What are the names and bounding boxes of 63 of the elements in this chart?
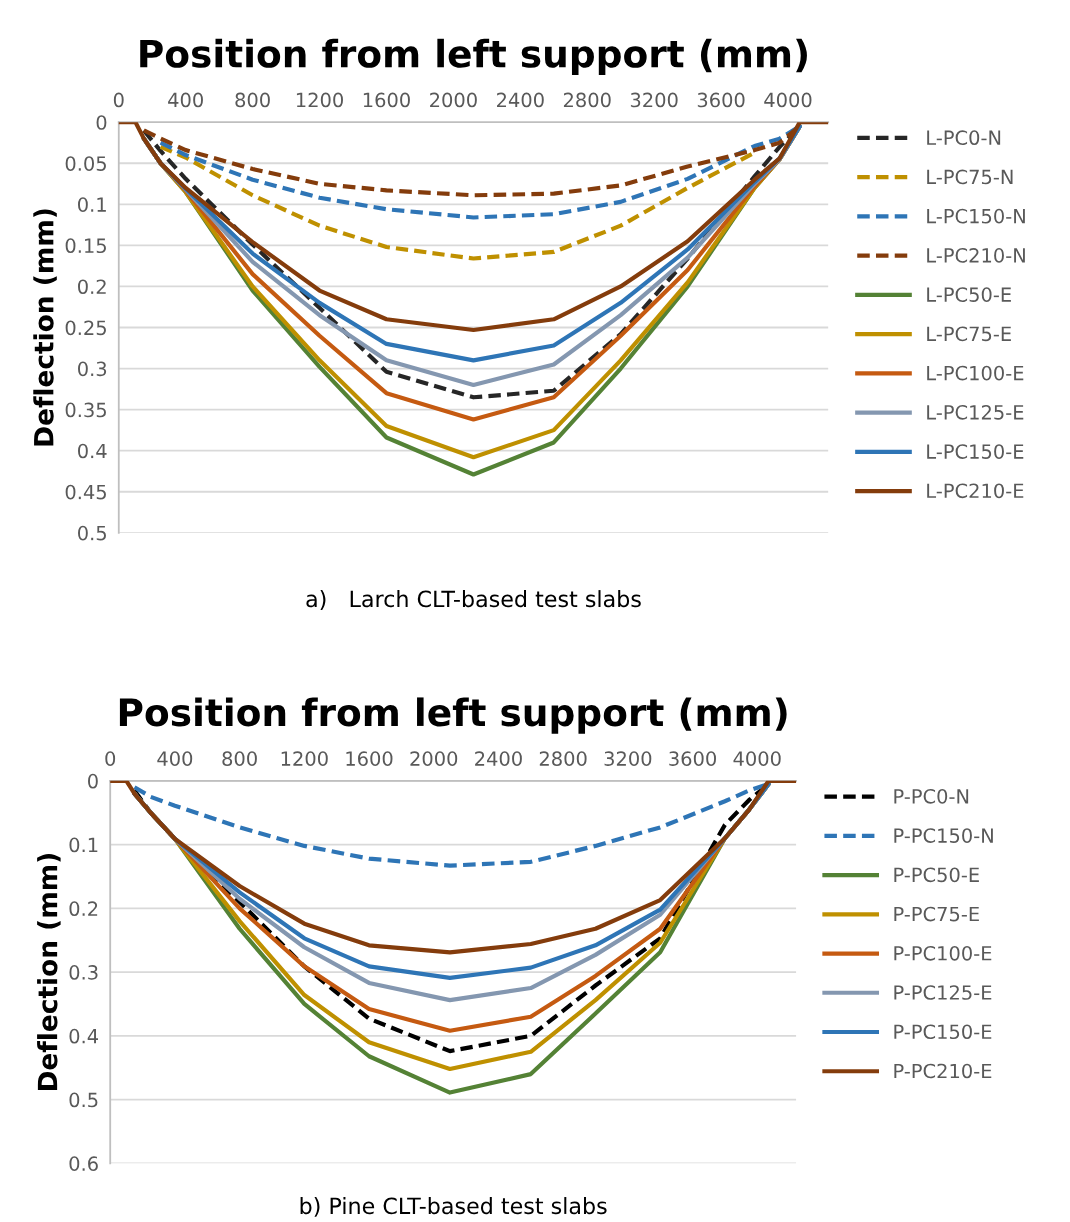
y-axis-title: Deflection (mm) <box>33 209 57 446</box>
y-tick-label: 0.25 <box>65 320 106 336</box>
y-tick-label: 0 <box>96 115 107 130</box>
legend-label: L-PC125-E <box>927 404 1024 420</box>
legend-label: L-PC100-E <box>927 365 1024 381</box>
legend-label: L-PC150-N <box>927 208 1025 224</box>
x-tick-label: 3200 <box>604 751 652 766</box>
y-tick-label: 0.3 <box>69 965 98 980</box>
x-tick-label: 1600 <box>363 92 410 108</box>
x-tick-label: 400 <box>157 751 193 766</box>
x-tick-label: 2800 <box>539 751 587 766</box>
y-tick-label: 0.4 <box>78 443 107 459</box>
y-tick-label: 0.2 <box>69 901 98 917</box>
x-tick-label: 2800 <box>563 92 611 108</box>
y-tick-label: 0 <box>88 773 98 789</box>
y-tick-label: 0.4 <box>69 1028 99 1044</box>
x-tick-label: 4000 <box>764 92 812 108</box>
legend-label: L-PC50-E <box>927 287 1011 302</box>
x-axis-title: Position from left support (mm) <box>119 697 787 734</box>
y-tick-label: 0.2 <box>78 279 106 295</box>
legend-label: P-PC210-E <box>894 1063 992 1079</box>
x-tick-label: 400 <box>168 92 203 108</box>
legend-label: L-PC75-E <box>927 326 1011 342</box>
y-tick-label: 0.6 <box>69 1156 98 1172</box>
x-tick-label: 2000 <box>430 92 477 108</box>
x-tick-label: 2400 <box>475 751 522 766</box>
legend-label: P-PC75-E <box>894 906 979 922</box>
legend-label: P-PC150-N <box>894 828 993 843</box>
x-tick-label: 1200 <box>296 92 343 108</box>
y-axis-title: Deflection (mm) <box>37 854 61 1091</box>
x-tick-label: 1600 <box>346 751 393 766</box>
y-tick-label: 0.1 <box>78 197 106 212</box>
y-tick-label: 0.05 <box>65 156 106 171</box>
x-tick-label: 800 <box>222 751 257 766</box>
legend-label: L-PC210-E <box>927 483 1024 499</box>
x-tick-label: 2000 <box>410 751 458 766</box>
y-tick-label: 0.3 <box>78 361 107 377</box>
legend-label: P-PC100-E <box>894 945 992 961</box>
y-tick-label: 0.5 <box>78 525 106 541</box>
x-tick-label: 3600 <box>669 751 716 766</box>
x-tick-label: 800 <box>235 92 270 108</box>
y-tick-label: 0.45 <box>65 484 106 500</box>
x-tick-label: 3600 <box>697 92 745 108</box>
legend-label: L-PC75-N <box>927 169 1013 185</box>
legend-label: P-PC150-E <box>894 1024 992 1040</box>
x-axis-title: Position from left support (mm) <box>140 38 807 76</box>
legend-label: P-PC0-N <box>894 788 969 804</box>
text: a) Larch CLT-based test slabs <box>306 590 641 610</box>
x-tick-label: 4000 <box>733 751 781 766</box>
y-tick-label: 0.1 <box>69 837 98 853</box>
x-tick-label: 1200 <box>281 751 328 766</box>
x-tick-label: 2400 <box>497 92 544 108</box>
x-tick-label: 3200 <box>630 92 678 108</box>
legend-label: L-PC0-N <box>927 130 1001 146</box>
text: b) Pine CLT-based test slabs <box>300 1197 607 1217</box>
y-tick-label: 0.15 <box>65 238 106 254</box>
x-tick-label: 0 <box>113 92 124 108</box>
y-tick-label: 0.5 <box>69 1092 98 1108</box>
legend-label: P-PC125-E <box>894 985 992 1000</box>
legend-label: L-PC150-E <box>927 444 1024 459</box>
y-tick-label: 0.35 <box>65 402 106 418</box>
legend-label: L-PC210-N <box>927 248 1025 263</box>
legend-label: P-PC50-E <box>894 867 979 883</box>
